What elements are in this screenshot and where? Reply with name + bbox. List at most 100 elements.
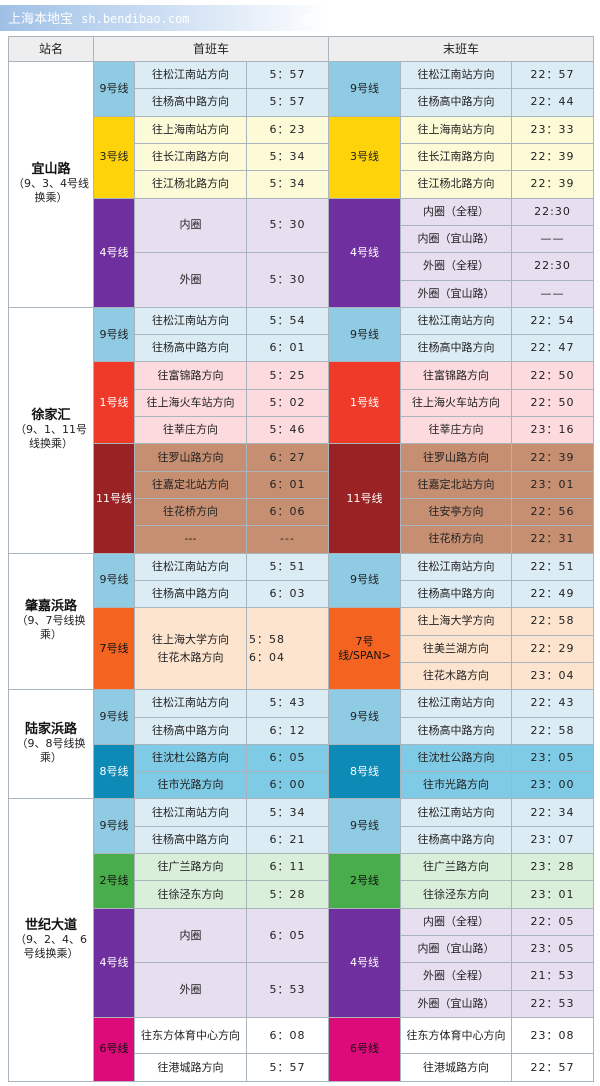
station-transfer-note: （9、3、4号线换乘） — [13, 177, 89, 205]
station-name: 肇嘉浜路 — [24, 599, 77, 615]
first-direction: 往杨高中路方向 — [134, 716, 247, 745]
first-direction: 往松江南站方向 — [134, 552, 247, 581]
line-badge-last: 7号线/SPAN> — [328, 607, 401, 691]
banner-gradient — [0, 5, 330, 31]
last-direction: 内圈（宜山路） — [400, 224, 512, 254]
last-direction: 外圈（全程） — [400, 962, 512, 991]
table-row: 往嘉定北站方向 6：01 往嘉定北站方向 23：01 — [9, 470, 594, 500]
first-time: 5：58 — [249, 632, 285, 646]
last-time: 22：50 — [511, 361, 594, 390]
first-direction: 往松江南站方向 — [134, 306, 247, 336]
last-direction: 内圈（全程） — [400, 907, 512, 937]
first-time: 5：30 — [246, 197, 329, 254]
last-direction: 往松江南站方向 — [400, 306, 512, 336]
table-row: 宜山路 （9、3、4号线换乘） 9号线 往松江南站方向 5：57 9号线 往松江南站方向 22… — [8, 60, 594, 308]
line-badge-first: 11号线 — [93, 443, 135, 554]
line-badge-first: 6号线 — [93, 1016, 135, 1083]
last-time: 22：39 — [511, 142, 594, 172]
first-direction: 往沈杜公路方向 — [134, 743, 247, 773]
last-direction: 往杨高中路方向 — [400, 825, 512, 855]
first-time: 6：04 — [249, 650, 285, 664]
last-direction: 往花桥方向 — [400, 525, 512, 554]
last-direction: 往市光路方向 — [400, 771, 512, 800]
first-direction-combined: 往上海大学方向 往花木路方向 — [134, 607, 247, 691]
first-time: 6：00 — [246, 771, 329, 800]
last-direction: 往东方体育中心方向 — [400, 1016, 512, 1055]
station-name: 陆家浜路 — [24, 722, 77, 738]
first-direction: 往花桥方向 — [134, 497, 247, 527]
header-last-train: 末班车 — [328, 36, 594, 62]
last-time: 22：47 — [511, 334, 594, 363]
last-direction: 内圈（全程） — [400, 197, 512, 226]
first-direction: 往杨高中路方向 — [134, 334, 247, 363]
last-time: 23：16 — [511, 416, 594, 445]
station-name: 徐家汇 — [31, 408, 71, 424]
first-direction: 往富锦路方向 — [134, 361, 247, 390]
table-row: 外圈（宜山路） 22：53 — [9, 989, 594, 1018]
banner-text: 上海本地宝 sh.bendibao.com — [8, 8, 190, 27]
last-time: 23：07 — [511, 825, 594, 855]
last-time: 22：58 — [511, 716, 594, 745]
last-direction: 往长江南路方向 — [400, 142, 512, 172]
last-direction: 往上海南站方向 — [400, 115, 512, 144]
station-transfer-note: （9、8号线换乘） — [16, 737, 86, 765]
first-direction: 往杨高中路方向 — [134, 579, 247, 609]
table-row: 往花桥方向 6：06 往安亭方向 22：56 — [9, 497, 594, 527]
last-time: 22：50 — [511, 388, 594, 418]
first-direction: 往市光路方向 — [134, 771, 247, 800]
last-direction: 往花木路方向 — [400, 661, 512, 691]
last-direction: 往罗山路方向 — [400, 443, 512, 472]
last-direction: 往杨高中路方向 — [400, 716, 512, 745]
first-time: 5：34 — [246, 798, 329, 827]
last-time: 22：31 — [511, 525, 594, 554]
first-direction: 往东方体育中心方向 — [134, 1016, 247, 1055]
first-direction: 往松江南站方向 — [134, 798, 247, 827]
table-row: 往杨高中路方向 6：12 往杨高中路方向 22：58 — [9, 716, 594, 745]
table-row: 往上海火车站方向 5：02 往上海火车站方向 22：50 — [9, 388, 594, 418]
last-direction: 往广兰路方向 — [400, 853, 512, 882]
last-direction: 内圈（宜山路） — [400, 934, 512, 964]
first-direction: 往嘉定北站方向 — [134, 470, 247, 500]
first-direction: 往杨高中路方向 — [134, 825, 247, 855]
line-badge-first: 9号线 — [93, 61, 135, 117]
first-direction: 内圈 — [134, 907, 247, 964]
line-badge-last: 9号线 — [328, 689, 401, 745]
last-time: 23：05 — [511, 743, 594, 773]
table-row: 往杨高中路方向 6：21 往杨高中路方向 23：07 — [9, 825, 594, 855]
last-time: 23：08 — [511, 1016, 594, 1055]
first-time: 6：11 — [246, 853, 329, 882]
last-direction: 往杨高中路方向 — [400, 88, 512, 117]
line-badge-first: 3号线 — [93, 115, 135, 199]
line-badge-first: 4号线 — [93, 907, 135, 1018]
table-row: 往杨高中路方向 6：01 往杨高中路方向 22：47 — [9, 334, 594, 363]
site-url: sh.bendibao.com — [81, 12, 190, 26]
first-time: 6：27 — [246, 443, 329, 472]
last-time: —— — [511, 279, 594, 308]
line-badge-last: 2号线 — [328, 853, 401, 909]
first-direction: 往罗山路方向 — [134, 443, 247, 472]
first-time: 5：57 — [246, 60, 329, 90]
line-badge-last: 9号线 — [328, 798, 401, 855]
first-time: 6：12 — [246, 716, 329, 745]
first-direction: --- — [134, 525, 247, 554]
table-row: 4号线 内圈 6：05 4号线 内圈（全程） 22：05 — [9, 907, 594, 1018]
last-direction: 往杨高中路方向 — [400, 579, 512, 609]
table-row: 世纪大道 （9、2、4、6号线换乘） 9号线 往松江南站方向 5：34 9号线 往松江南站方… — [8, 798, 594, 1082]
last-time: 22：05 — [511, 907, 594, 937]
line-badge-first: 9号线 — [93, 689, 135, 745]
last-time: 22:30 — [511, 197, 594, 226]
last-time: 23：00 — [511, 771, 594, 800]
last-direction: 往松江南站方向 — [400, 552, 512, 581]
last-direction: 往上海火车站方向 — [400, 388, 512, 418]
table-row: 往美兰湖方向 22：29 — [9, 634, 594, 663]
station-cell: 宜山路 （9、3、4号线换乘） — [8, 61, 94, 308]
table-row: 外圈（宜山路） —— — [9, 279, 594, 308]
line-badge-last: 1号线 — [328, 361, 401, 445]
header-first-train: 首班车 — [93, 36, 329, 62]
first-time: 6：05 — [246, 907, 329, 964]
first-time: 6：21 — [246, 825, 329, 855]
last-time: 22:30 — [511, 252, 594, 281]
first-direction: 往上海南站方向 — [134, 115, 247, 144]
last-time: 22：58 — [511, 607, 594, 636]
table-row: 内圈（宜山路） —— — [9, 224, 594, 254]
